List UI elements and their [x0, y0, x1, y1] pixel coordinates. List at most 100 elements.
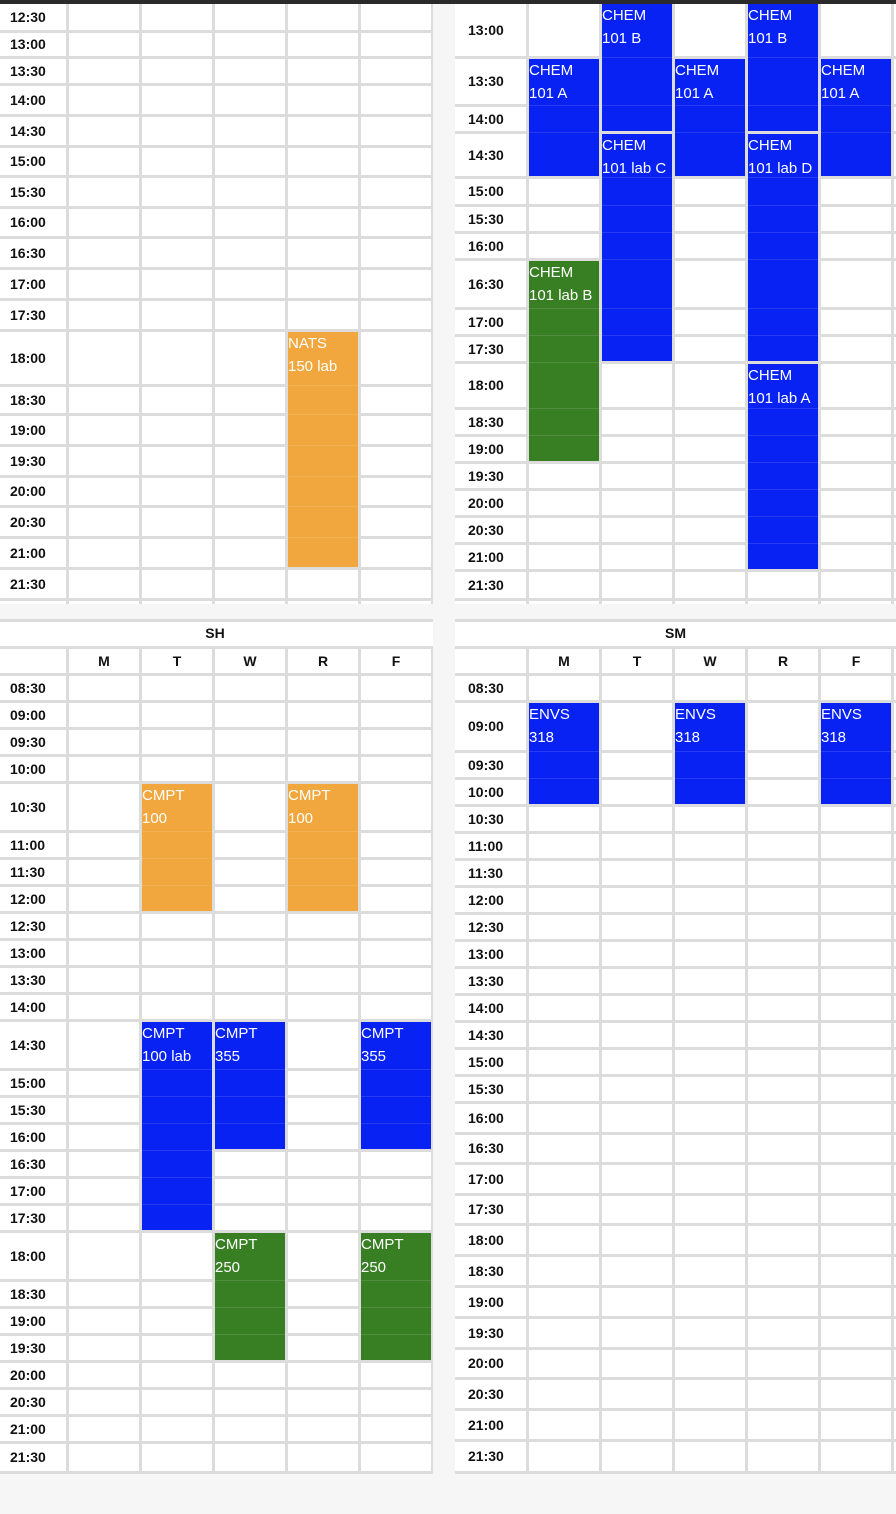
grid-row-divider — [455, 1101, 896, 1104]
block-row-tick — [142, 1123, 212, 1124]
block-row-tick — [142, 1150, 212, 1151]
grid-column-divider — [818, 646, 821, 1474]
time-label: 19:30 — [468, 468, 504, 484]
grid-row-divider — [0, 911, 433, 914]
time-label: 13:00 — [468, 946, 504, 962]
block-row-tick — [142, 1177, 212, 1178]
grid-row-divider — [0, 884, 433, 887]
time-label: 14:30 — [10, 123, 46, 139]
course-block-chem-101-lab-c[interactable]: CHEM 101 lab C — [602, 134, 672, 361]
course-block-nats-150-lab[interactable]: NATS 150 lab — [288, 332, 358, 567]
course-block-chem-101-a[interactable]: CHEM 101 A — [675, 59, 745, 176]
time-label: 17:30 — [468, 1201, 504, 1217]
block-row-tick — [821, 132, 891, 133]
block-row-tick — [675, 105, 745, 106]
grid-column-divider — [672, 646, 675, 1474]
day-header-t: T — [172, 653, 182, 669]
block-row-tick — [288, 885, 358, 886]
course-block-chem-101-b[interactable]: CHEM 101 B — [602, 4, 672, 131]
course-block-cmpt-355[interactable]: CMPT 355 — [215, 1022, 285, 1149]
grid-column-divider — [891, 646, 894, 1474]
time-label: 20:00 — [10, 1367, 46, 1383]
time-label: 21:30 — [10, 1449, 46, 1465]
course-block-envs-318[interactable]: ENVS 318 — [529, 703, 599, 804]
course-section: 101 lab C — [602, 160, 667, 177]
course-block-chem-101-lab-b[interactable]: CHEM 101 lab B — [529, 261, 599, 461]
block-row-tick — [142, 1096, 212, 1097]
time-label: 16:00 — [10, 214, 46, 230]
grid-row-divider — [455, 361, 896, 364]
grid-column-divider — [358, 646, 361, 1474]
block-row-tick — [748, 335, 818, 336]
course-block-cmpt-355[interactable]: CMPT 355 — [361, 1022, 431, 1149]
block-row-tick — [675, 778, 745, 779]
page-footer-space — [0, 1474, 896, 1514]
course-block-chem-101-b[interactable]: CHEM 101 B — [748, 4, 818, 131]
block-row-tick — [215, 1307, 285, 1308]
course-block-envs-318[interactable]: ENVS 318 — [821, 703, 891, 804]
time-label: 18:30 — [10, 1286, 46, 1302]
grid-column-divider — [66, 646, 69, 1474]
grid-row-divider — [0, 384, 433, 387]
block-row-tick — [529, 362, 599, 363]
time-label: 15:30 — [468, 1081, 504, 1097]
time-label: 08:30 — [10, 680, 46, 696]
course-block-cmpt-100-lab[interactable]: CMPT 100 lab — [142, 1022, 212, 1230]
grid-row-divider — [0, 646, 433, 649]
grid-row-divider — [0, 857, 433, 860]
grid-row-divider — [0, 298, 433, 301]
time-label: 19:00 — [10, 1313, 46, 1329]
course-block-envs-318[interactable]: ENVS 318 — [675, 703, 745, 804]
grid-row-divider — [455, 673, 896, 676]
grid-column-divider — [212, 4, 215, 604]
block-row-tick — [748, 408, 818, 409]
course-block-chem-101-lab-a[interactable]: CHEM 101 lab A — [748, 364, 818, 569]
course-code: CHEM — [675, 62, 720, 79]
block-row-tick — [748, 177, 818, 178]
grid-row-divider — [455, 1074, 896, 1077]
time-label: 15:00 — [10, 1075, 46, 1091]
block-row-tick — [748, 232, 818, 233]
course-block-cmpt-100[interactable]: CMPT 100 — [288, 784, 358, 911]
day-header-m: M — [558, 653, 570, 669]
course-section: 101 B — [602, 30, 642, 47]
course-block-chem-101-a[interactable]: CHEM 101 A — [529, 59, 599, 176]
course-code: CMPT — [361, 1236, 404, 1253]
block-row-tick — [529, 132, 599, 133]
time-label: 18:00 — [10, 350, 46, 366]
block-row-tick — [142, 1069, 212, 1070]
time-label: 09:30 — [10, 734, 46, 750]
block-row-tick — [142, 831, 212, 832]
time-label: 16:30 — [10, 1156, 46, 1172]
block-row-tick — [821, 778, 891, 779]
block-row-tick — [602, 259, 672, 260]
grid-row-divider — [455, 1408, 896, 1411]
block-row-tick — [529, 408, 599, 409]
block-row-tick — [529, 435, 599, 436]
block-row-tick — [142, 1204, 212, 1205]
block-row-tick — [215, 1334, 285, 1335]
grid-row-divider — [0, 1019, 433, 1022]
time-label: 19:30 — [10, 453, 46, 469]
grid-column-divider — [431, 4, 433, 604]
course-block-chem-101-lab-d[interactable]: CHEM 101 lab D — [748, 134, 818, 361]
course-code: CHEM — [821, 62, 866, 79]
course-code: ENVS — [529, 706, 570, 723]
grid-row-divider — [0, 56, 433, 59]
block-row-tick — [602, 232, 672, 233]
course-block-cmpt-250[interactable]: CMPT 250 — [361, 1233, 431, 1360]
time-label: 19:30 — [10, 1340, 46, 1356]
course-section: 100 — [142, 810, 168, 827]
grid-row-divider — [455, 204, 896, 207]
course-block-cmpt-100[interactable]: CMPT 100 — [142, 784, 212, 911]
time-label: 21:30 — [10, 576, 46, 592]
time-label: 16:00 — [468, 238, 504, 254]
grid-row-divider — [0, 700, 433, 703]
time-label: 21:00 — [468, 1417, 504, 1433]
course-block-chem-101-a[interactable]: CHEM 101 A — [821, 59, 891, 176]
course-code: ENVS — [821, 706, 862, 723]
day-header-f: F — [851, 653, 861, 669]
block-row-tick — [288, 476, 358, 477]
course-section: 101 A — [821, 85, 860, 102]
course-block-cmpt-250[interactable]: CMPT 250 — [215, 1233, 285, 1360]
